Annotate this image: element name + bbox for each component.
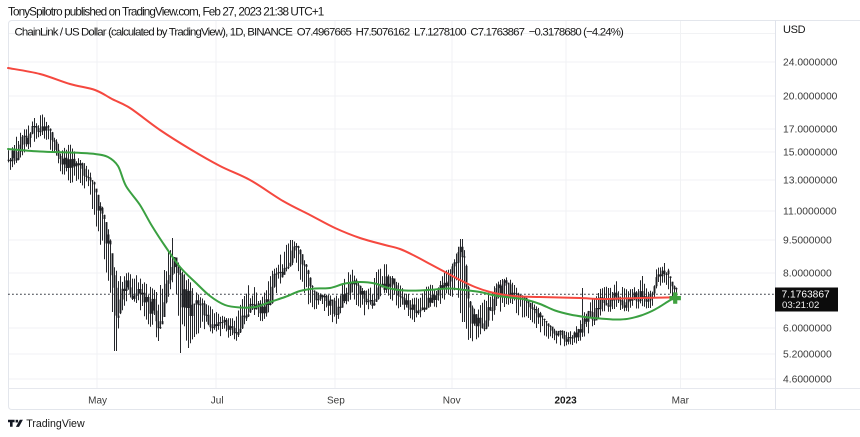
svg-text:Sep: Sep: [327, 396, 345, 407]
svg-text:6.0000000: 6.0000000: [783, 324, 832, 335]
svg-text:20.0000000: 20.0000000: [783, 92, 838, 103]
svg-text:2023: 2023: [554, 396, 577, 407]
svg-text:24.0000000: 24.0000000: [783, 58, 838, 69]
svg-text:TradingView: TradingView: [26, 418, 85, 430]
svg-text:Jul: Jul: [211, 396, 224, 407]
svg-text:7.1763867: 7.1763867: [782, 290, 830, 301]
svg-text:ChainLink / US Dollar (calcula: ChainLink / US Dollar (calculated by Tra…: [15, 27, 624, 39]
svg-text:8.0000000: 8.0000000: [783, 269, 832, 280]
svg-text:Nov: Nov: [443, 396, 461, 407]
svg-text:11.0000000: 11.0000000: [783, 207, 837, 218]
svg-text:5.2000000: 5.2000000: [783, 350, 832, 361]
svg-text:13.0000000: 13.0000000: [783, 176, 838, 187]
svg-text:03:21:02: 03:21:02: [782, 300, 819, 311]
svg-text:USD: USD: [783, 24, 806, 36]
svg-text:9.5000000: 9.5000000: [783, 236, 832, 247]
svg-text:4.6000000: 4.6000000: [783, 375, 832, 386]
svg-text:May: May: [88, 396, 107, 407]
svg-text:Mar: Mar: [672, 396, 690, 407]
svg-text:TonySpilotro published on Trad: TonySpilotro published on TradingView.co…: [8, 5, 324, 18]
svg-text:15.0000000: 15.0000000: [783, 148, 838, 159]
svg-text:17.0000000: 17.0000000: [783, 125, 838, 136]
